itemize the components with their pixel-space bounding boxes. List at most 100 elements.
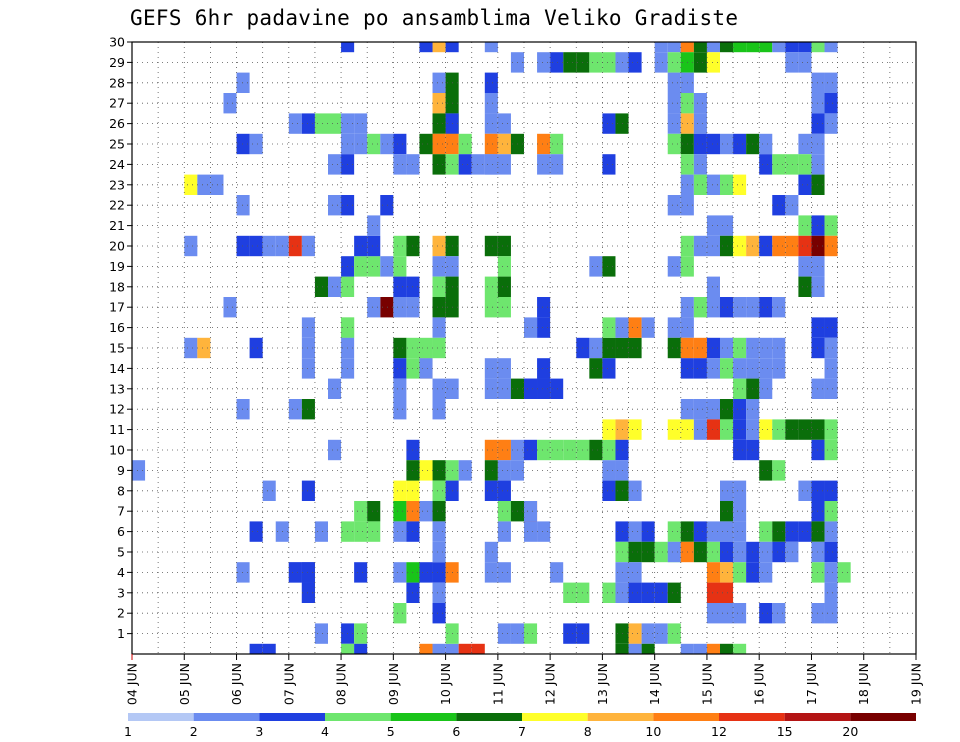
heatmap-cell <box>733 521 747 542</box>
heatmap-cell <box>706 603 720 624</box>
heatmap-cell <box>393 133 407 155</box>
heatmap-cell <box>785 419 799 440</box>
heatmap-cell <box>667 419 681 440</box>
heatmap-cell <box>824 562 838 583</box>
y-tick-label: 3 <box>117 585 125 600</box>
heatmap-cell <box>654 582 668 603</box>
heatmap-cell <box>785 42 799 53</box>
legend-label: 2 <box>190 724 198 739</box>
heatmap-cell <box>706 297 720 318</box>
heatmap-cell <box>733 174 747 195</box>
heatmap-cell <box>432 93 446 114</box>
heatmap-cell <box>432 154 446 175</box>
legend-swatch <box>325 713 391 721</box>
legend-swatch <box>850 713 916 721</box>
heatmap-cell <box>667 623 681 644</box>
heatmap-cell <box>759 541 773 563</box>
heatmap-cell <box>380 195 394 216</box>
y-tick-label: 17 <box>109 300 125 315</box>
heatmap-cell <box>733 235 747 257</box>
heatmap-cell <box>811 276 825 297</box>
heatmap-cell <box>733 562 747 583</box>
heatmap-cell <box>432 317 446 338</box>
heatmap-cell <box>706 358 720 379</box>
legend-swatch <box>719 713 785 721</box>
heatmap-cell <box>236 399 250 420</box>
heatmap-cell <box>811 113 825 134</box>
heatmap-cell <box>432 337 446 359</box>
heatmap-cell <box>393 521 407 542</box>
heatmap-cell <box>693 93 707 114</box>
heatmap-cell <box>301 562 315 583</box>
heatmap-cell <box>733 643 747 654</box>
heatmap-cell <box>798 174 812 195</box>
heatmap-cell <box>354 521 368 542</box>
heatmap-cell <box>772 603 786 624</box>
heatmap-cell <box>497 378 511 399</box>
heatmap-cell <box>236 195 250 216</box>
heatmap-cell <box>458 154 472 175</box>
heatmap-cell <box>367 256 381 277</box>
heatmap-cell <box>432 378 446 399</box>
y-tick-label: 10 <box>109 443 125 458</box>
heatmap-cell <box>432 72 446 93</box>
heatmap-cell <box>811 256 825 277</box>
heatmap-cell <box>641 582 655 603</box>
heatmap-cell <box>341 42 355 53</box>
heatmap-cell <box>628 317 642 338</box>
heatmap-cell <box>301 358 315 379</box>
heatmap-cell <box>667 93 681 114</box>
heatmap-cell <box>354 256 368 277</box>
heatmap-cell <box>720 521 734 542</box>
heatmap-cell <box>497 276 511 297</box>
heatmap-cell <box>837 562 851 583</box>
heatmap-cell <box>811 215 825 236</box>
heatmap-cell <box>811 603 825 624</box>
heatmap-cell <box>824 113 838 134</box>
heatmap-cell <box>693 521 707 542</box>
heatmap-cell <box>706 215 720 236</box>
heatmap-cell <box>693 154 707 175</box>
y-tick-label: 22 <box>109 198 125 213</box>
heatmap-cell <box>706 643 720 654</box>
heatmap-cell <box>249 133 263 155</box>
y-tick-label: 24 <box>109 157 125 172</box>
heatmap-cell <box>693 419 707 440</box>
legend-label: 5 <box>387 724 395 739</box>
heatmap-cell <box>432 256 446 277</box>
heatmap-cell <box>393 337 407 359</box>
heatmap-cell <box>798 133 812 155</box>
heatmap-cell <box>759 562 773 583</box>
heatmap-cell <box>759 603 773 624</box>
heatmap-cell <box>759 154 773 175</box>
heatmap-cell <box>628 419 642 440</box>
heatmap-cell <box>811 378 825 399</box>
heatmap-cell <box>772 297 786 318</box>
legend-swatch <box>784 713 851 721</box>
heatmap-cell <box>811 337 825 359</box>
heatmap-cell <box>419 133 433 155</box>
heatmap-cell <box>811 235 825 257</box>
heatmap-cell <box>537 52 551 73</box>
heatmap-cell <box>419 562 433 583</box>
heatmap-cell <box>667 133 681 155</box>
heatmap-cell <box>824 582 838 603</box>
heatmap-cell <box>537 133 551 155</box>
legend-label: 10 <box>645 724 661 739</box>
x-tick-label: 13 JUN <box>595 663 610 705</box>
y-tick-label: 11 <box>109 422 125 437</box>
heatmap-cell <box>537 297 551 318</box>
heatmap-cell <box>550 52 564 73</box>
heatmap-cell <box>733 439 747 461</box>
heatmap-cell <box>785 235 799 257</box>
heatmap-cell <box>419 358 433 379</box>
heatmap-cell <box>824 378 838 399</box>
heatmap-cell <box>550 133 564 155</box>
heatmap-cell <box>393 358 407 379</box>
heatmap-cell <box>772 419 786 440</box>
heatmap-cell <box>628 521 642 542</box>
heatmap-cell <box>419 42 433 53</box>
heatmap-cell <box>772 42 786 53</box>
heatmap-cell <box>720 541 734 563</box>
heatmap-cell <box>720 399 734 420</box>
